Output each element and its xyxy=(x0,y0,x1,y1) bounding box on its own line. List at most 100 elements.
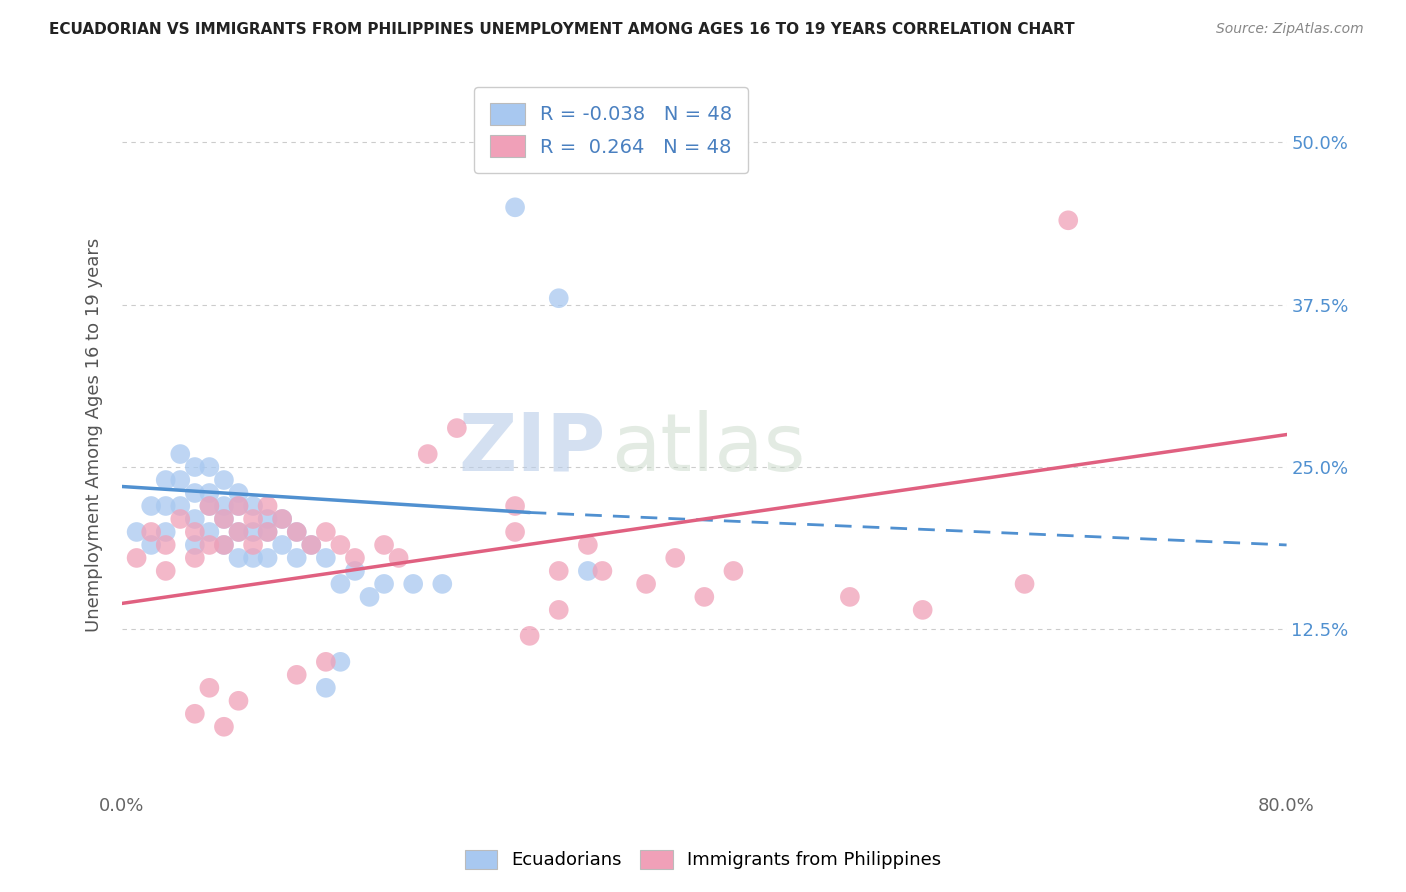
Point xyxy=(169,499,191,513)
Point xyxy=(155,538,177,552)
Point xyxy=(141,499,163,513)
Point xyxy=(141,524,163,539)
Point xyxy=(446,421,468,435)
Point xyxy=(576,564,599,578)
Point xyxy=(228,486,250,500)
Point xyxy=(285,524,308,539)
Point xyxy=(228,524,250,539)
Point xyxy=(169,447,191,461)
Point xyxy=(212,538,235,552)
Point xyxy=(373,538,395,552)
Point xyxy=(343,564,366,578)
Point xyxy=(664,550,686,565)
Point xyxy=(503,200,526,214)
Point xyxy=(432,577,454,591)
Point xyxy=(141,538,163,552)
Point xyxy=(402,577,425,591)
Point xyxy=(256,524,278,539)
Y-axis label: Unemployment Among Ages 16 to 19 years: Unemployment Among Ages 16 to 19 years xyxy=(86,237,103,632)
Point xyxy=(212,512,235,526)
Point xyxy=(242,512,264,526)
Point xyxy=(242,550,264,565)
Point xyxy=(547,603,569,617)
Point xyxy=(373,577,395,591)
Legend: R = -0.038   N = 48, R =  0.264   N = 48: R = -0.038 N = 48, R = 0.264 N = 48 xyxy=(474,87,748,173)
Point xyxy=(271,538,294,552)
Point xyxy=(256,524,278,539)
Point xyxy=(184,524,207,539)
Point xyxy=(184,550,207,565)
Point xyxy=(198,524,221,539)
Point xyxy=(723,564,745,578)
Point xyxy=(228,550,250,565)
Point xyxy=(212,512,235,526)
Text: ECUADORIAN VS IMMIGRANTS FROM PHILIPPINES UNEMPLOYMENT AMONG AGES 16 TO 19 YEARS: ECUADORIAN VS IMMIGRANTS FROM PHILIPPINE… xyxy=(49,22,1074,37)
Point xyxy=(416,447,439,461)
Point xyxy=(198,486,221,500)
Point xyxy=(125,524,148,539)
Text: Source: ZipAtlas.com: Source: ZipAtlas.com xyxy=(1216,22,1364,37)
Point xyxy=(184,538,207,552)
Point xyxy=(315,681,337,695)
Point xyxy=(212,473,235,487)
Point xyxy=(1014,577,1036,591)
Point xyxy=(285,668,308,682)
Point xyxy=(329,655,352,669)
Point xyxy=(547,291,569,305)
Point xyxy=(198,460,221,475)
Point xyxy=(212,499,235,513)
Point xyxy=(228,499,250,513)
Point xyxy=(519,629,541,643)
Point xyxy=(184,706,207,721)
Point xyxy=(155,473,177,487)
Point xyxy=(212,720,235,734)
Point xyxy=(256,550,278,565)
Point xyxy=(315,655,337,669)
Point xyxy=(198,538,221,552)
Point xyxy=(285,524,308,539)
Point xyxy=(198,681,221,695)
Point xyxy=(184,512,207,526)
Point xyxy=(184,460,207,475)
Point xyxy=(184,486,207,500)
Point xyxy=(299,538,322,552)
Point xyxy=(315,550,337,565)
Point xyxy=(198,499,221,513)
Point xyxy=(271,512,294,526)
Point xyxy=(155,564,177,578)
Point xyxy=(359,590,381,604)
Point xyxy=(155,499,177,513)
Point xyxy=(212,538,235,552)
Point xyxy=(636,577,658,591)
Point xyxy=(315,524,337,539)
Text: ZIP: ZIP xyxy=(458,409,606,488)
Point xyxy=(285,550,308,565)
Point xyxy=(693,590,716,604)
Point xyxy=(228,694,250,708)
Point xyxy=(329,577,352,591)
Text: atlas: atlas xyxy=(612,409,806,488)
Point xyxy=(838,590,860,604)
Point xyxy=(1057,213,1080,227)
Point xyxy=(911,603,934,617)
Point xyxy=(299,538,322,552)
Point xyxy=(242,499,264,513)
Point xyxy=(503,499,526,513)
Point xyxy=(198,499,221,513)
Point xyxy=(242,524,264,539)
Point xyxy=(242,538,264,552)
Point xyxy=(576,538,599,552)
Point xyxy=(155,524,177,539)
Legend: Ecuadorians, Immigrants from Philippines: Ecuadorians, Immigrants from Philippines xyxy=(456,841,950,879)
Point xyxy=(547,564,569,578)
Point xyxy=(503,524,526,539)
Point xyxy=(343,550,366,565)
Point xyxy=(228,499,250,513)
Point xyxy=(256,499,278,513)
Point xyxy=(228,524,250,539)
Point xyxy=(169,473,191,487)
Point xyxy=(125,550,148,565)
Point xyxy=(329,538,352,552)
Point xyxy=(169,512,191,526)
Point xyxy=(591,564,613,578)
